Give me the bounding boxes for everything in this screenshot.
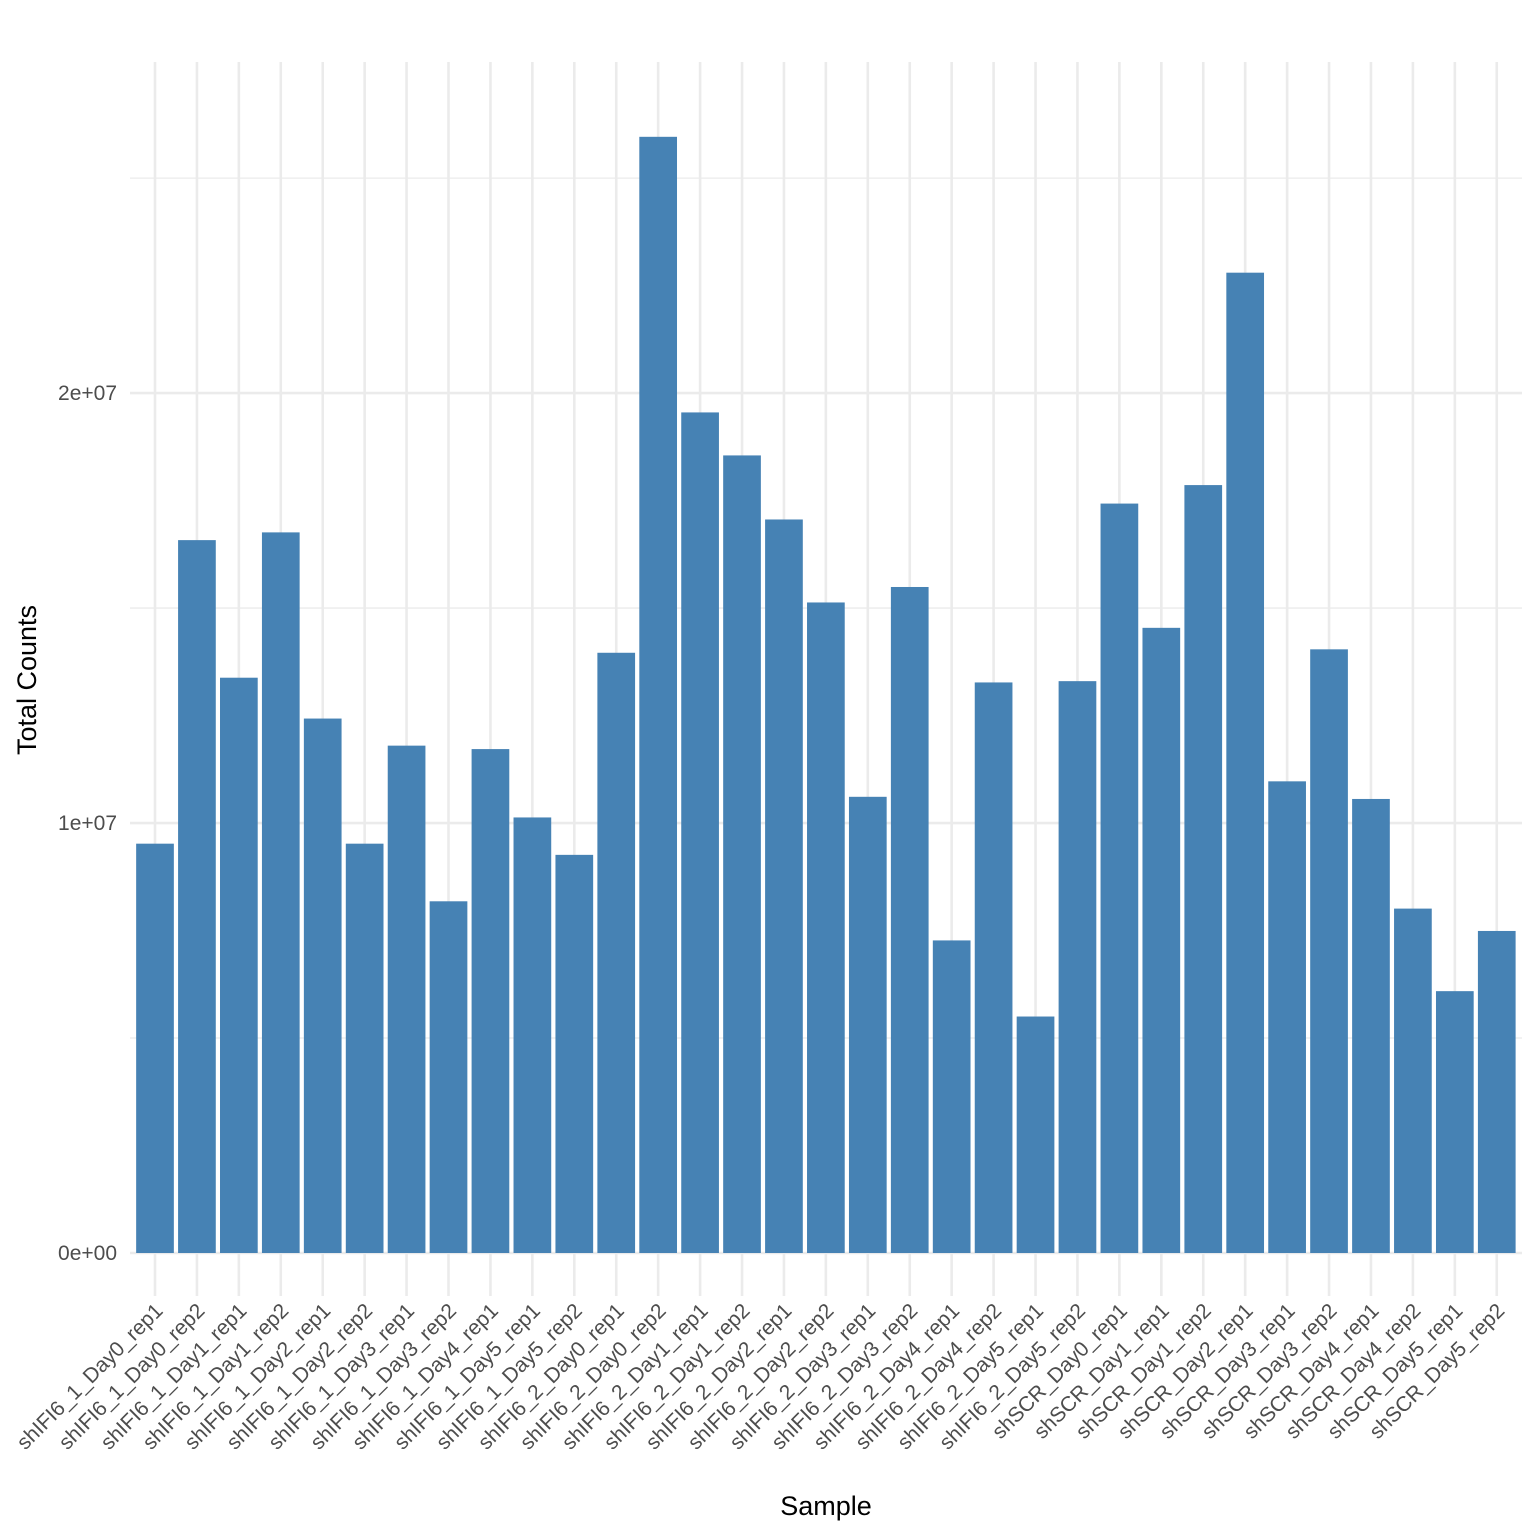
bar-shIFI6_1_Day3_rep1 xyxy=(387,745,426,1254)
bar-shIFI6_1_Day1_rep2 xyxy=(261,532,300,1254)
bar-shIFI6_1_Day3_rep2 xyxy=(429,901,468,1254)
bar-shIFI6_1_Day0_rep1 xyxy=(136,843,174,1254)
bar-shIFI6_1_Day5_rep1 xyxy=(513,817,552,1254)
bar-shSCR_Day4_rep2 xyxy=(1394,908,1432,1254)
bar-shSCR_Day0_rep1 xyxy=(1100,503,1139,1254)
y-axis-title: Total Counts xyxy=(12,605,42,755)
bar-shSCR_Day1_rep1 xyxy=(1142,627,1181,1254)
bar-shIFI6_2_Day1_rep2 xyxy=(723,455,761,1254)
bar-shSCR_Day4_rep1 xyxy=(1352,798,1390,1254)
bar-shIFI6_2_Day3_rep2 xyxy=(890,586,929,1254)
bar-shIFI6_2_Day2_rep1 xyxy=(765,519,803,1254)
bar-shIFI6_2_Day2_rep2 xyxy=(807,602,845,1254)
bar-shSCR_Day5_rep2 xyxy=(1477,930,1516,1254)
bar-shSCR_Day2_rep1 xyxy=(1226,272,1265,1254)
y-axis-tick-labels: 0e+00 1e+07 2e+07 xyxy=(58,382,117,1265)
bar-shIFI6_1_Day4_rep1 xyxy=(471,749,510,1254)
bar-shSCR_Day3_rep1 xyxy=(1268,781,1306,1254)
bar-shIFI6_1_Day5_rep2 xyxy=(555,854,594,1254)
bar-shIFI6_2_Day5_rep2 xyxy=(1058,681,1097,1254)
bar-shIFI6_1_Day1_rep1 xyxy=(220,677,258,1254)
bar-shIFI6_1_Day2_rep1 xyxy=(303,718,342,1254)
y-tick-label: 1e+07 xyxy=(58,812,117,835)
bar-shIFI6_2_Day5_rep1 xyxy=(1016,1016,1055,1254)
bar-shIFI6_2_Day0_rep1 xyxy=(597,652,636,1254)
x-axis-title: Sample xyxy=(780,1491,872,1521)
bar-shIFI6_2_Day4_rep2 xyxy=(974,682,1013,1254)
bar-shIFI6_1_Day0_rep2 xyxy=(178,540,216,1254)
y-tick-label: 2e+07 xyxy=(58,382,117,405)
bar-shIFI6_2_Day3_rep1 xyxy=(848,796,887,1254)
bar-shIFI6_2_Day4_rep1 xyxy=(932,940,971,1254)
bar-shSCR_Day1_rep2 xyxy=(1184,485,1223,1254)
bar-shIFI6_2_Day1_rep1 xyxy=(681,412,719,1254)
bar-shSCR_Day5_rep1 xyxy=(1435,991,1474,1254)
bar-shSCR_Day3_rep2 xyxy=(1310,649,1348,1254)
x-axis-tick-labels: shIFI6_1_Day0_rep1shIFI6_1_Day0_rep2shIF… xyxy=(13,1299,1510,1454)
bar-shIFI6_1_Day2_rep2 xyxy=(345,843,384,1254)
bars xyxy=(136,136,1516,1254)
bar-shIFI6_2_Day0_rep2 xyxy=(639,136,678,1254)
y-tick-label: 0e+00 xyxy=(58,1242,117,1265)
